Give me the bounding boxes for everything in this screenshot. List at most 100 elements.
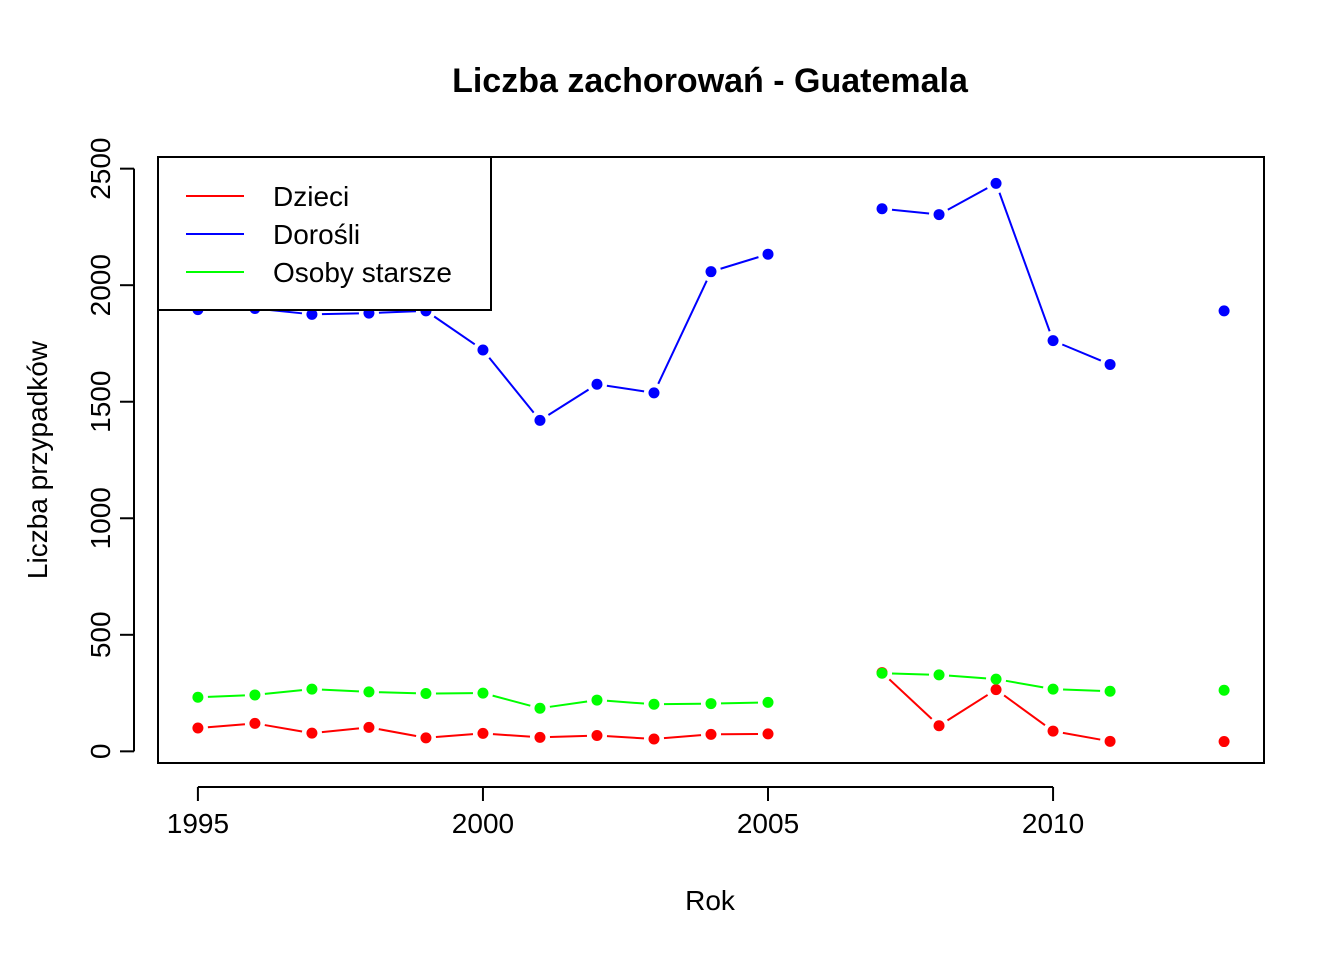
data-point xyxy=(1047,725,1059,737)
data-point xyxy=(1218,736,1230,748)
data-point xyxy=(477,687,489,699)
data-point xyxy=(192,691,204,703)
data-point xyxy=(1104,735,1116,747)
data-point xyxy=(648,733,660,745)
series-line-segment xyxy=(435,733,474,739)
series-line-segment xyxy=(606,699,645,705)
data-point xyxy=(591,729,603,741)
data-point xyxy=(534,414,546,426)
series-line-segment xyxy=(321,312,359,316)
y-tick-label: 2500 xyxy=(85,138,116,200)
series-line-segment xyxy=(321,688,359,693)
series-line-segment xyxy=(998,192,1051,332)
series-line-segment xyxy=(948,674,987,680)
series-line-segment xyxy=(1061,343,1102,362)
data-point xyxy=(1104,358,1116,370)
axes: 1995 2000 2005 2010 0 500 1000 1500 2000 2500 xyxy=(85,138,1084,839)
y-tick-label: 1500 xyxy=(85,371,116,433)
data-point xyxy=(420,688,432,700)
series-osoby-starsze xyxy=(192,667,1230,714)
series-line-segment xyxy=(207,694,245,698)
data-point xyxy=(762,696,774,708)
series-line-segment xyxy=(378,728,417,738)
data-point xyxy=(1104,685,1116,697)
series-line-segment xyxy=(264,689,303,695)
y-tick-label: 500 xyxy=(85,611,116,658)
y-tick-label: 0 xyxy=(85,744,116,760)
series-line-segment xyxy=(492,694,531,707)
series-line-segment xyxy=(378,691,416,695)
data-point xyxy=(1218,305,1230,317)
series-line-segment xyxy=(606,384,645,393)
data-point xyxy=(1047,683,1059,695)
data-point xyxy=(306,727,318,739)
x-tick-label: 1995 xyxy=(167,808,229,839)
series-doro-li xyxy=(192,177,1230,426)
series-line-segment xyxy=(720,701,759,705)
data-point xyxy=(990,684,1002,696)
y-tick-label: 1000 xyxy=(85,487,116,549)
series-line-segment xyxy=(663,734,702,740)
series-line-segment xyxy=(492,733,531,738)
data-point xyxy=(933,669,945,681)
data-point xyxy=(192,722,204,734)
data-point xyxy=(705,698,717,710)
data-point xyxy=(249,717,261,729)
data-point xyxy=(990,673,1002,685)
data-point xyxy=(648,387,660,399)
legend: Dzieci Dorośli Osoby starsze xyxy=(157,156,492,311)
series-line-segment xyxy=(1003,694,1046,726)
series-line-segment xyxy=(888,678,933,720)
series-line-segment xyxy=(549,700,588,708)
series-line-segment xyxy=(946,694,989,722)
series-line-segment xyxy=(1005,679,1044,689)
plot-area xyxy=(192,177,1230,748)
plot-frame xyxy=(157,156,1265,764)
series-line-segment xyxy=(606,735,645,740)
data-point xyxy=(876,667,888,679)
series-line-segment xyxy=(657,280,708,385)
data-point xyxy=(648,698,660,710)
data-point xyxy=(363,721,375,733)
data-point xyxy=(1047,335,1059,347)
series-line-segment xyxy=(891,208,930,215)
series-line-segment xyxy=(947,187,988,211)
data-point xyxy=(933,720,945,732)
data-point xyxy=(306,308,318,320)
series-line-segment xyxy=(1062,731,1101,741)
series-line-segment xyxy=(321,727,360,734)
data-point xyxy=(762,728,774,740)
data-point xyxy=(876,203,888,215)
series-line-segment xyxy=(207,723,246,729)
data-point xyxy=(477,727,489,739)
data-point xyxy=(705,728,717,740)
series-line-segment xyxy=(488,357,535,414)
data-point xyxy=(705,266,717,278)
x-axis-label: Rok xyxy=(685,885,736,916)
chart-title: Liczba zachorowań - Guatemala xyxy=(452,62,969,100)
x-tick-label: 2005 xyxy=(737,808,799,839)
series-line-segment xyxy=(378,310,416,314)
data-point xyxy=(591,378,603,390)
data-point xyxy=(762,248,774,260)
series-line-segment xyxy=(547,388,590,416)
series-line-segment xyxy=(1063,688,1101,692)
legend-label: Dzieci xyxy=(273,181,349,212)
legend-label: Dorośli xyxy=(273,219,360,250)
x-tick-label: 2000 xyxy=(452,808,514,839)
data-point xyxy=(534,702,546,714)
series-line-segment xyxy=(433,315,476,346)
data-point xyxy=(306,683,318,695)
data-point xyxy=(363,686,375,698)
data-point xyxy=(420,732,432,744)
y-axis-label: Liczba przypadków xyxy=(22,340,53,579)
legend-label: Osoby starsze xyxy=(273,257,452,288)
data-point xyxy=(933,209,945,221)
series-line-segment xyxy=(264,724,303,733)
data-point xyxy=(1218,684,1230,696)
x-tick-label: 2010 xyxy=(1022,808,1084,839)
data-point xyxy=(249,689,261,701)
series-line-segment xyxy=(891,672,930,676)
data-point xyxy=(591,694,603,706)
